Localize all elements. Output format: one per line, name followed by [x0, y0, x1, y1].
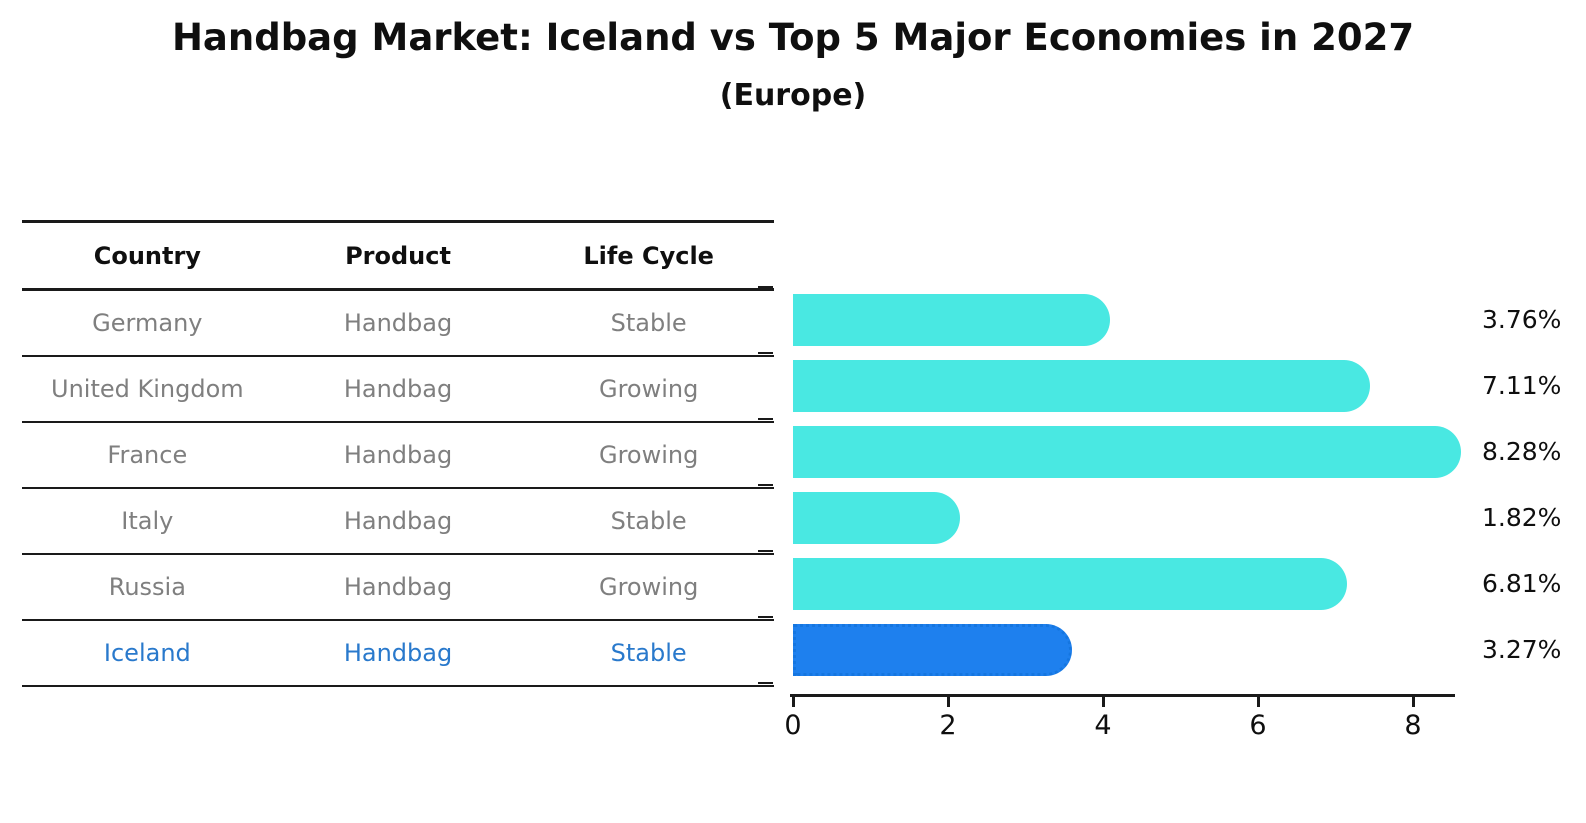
bar-value-label-iceland: 3.27% [1482, 635, 1562, 664]
table-cell-1: Handbag [343, 573, 453, 601]
table-cell-1: Handbag [343, 309, 453, 337]
table-cell-2: Stable [610, 639, 687, 667]
chart-subtitle: (Europe) [719, 78, 867, 113]
x-tick-label-8: 8 [1404, 710, 1422, 741]
table-row-germany: Germany Handbag Stable [22, 291, 774, 357]
table-cell-2: Stable [610, 309, 687, 337]
column-header-0: Country [93, 241, 201, 270]
table-row-united-kingdom: United Kingdom Handbag Growing [22, 357, 774, 423]
table-cell-0: France [107, 441, 188, 469]
bar-germany [793, 294, 1111, 346]
table-cell-2: Growing [598, 375, 699, 403]
table-header-row: Country Product Life Cycle [22, 223, 774, 291]
table-cell-1: Handbag [343, 441, 453, 469]
y-axis-tick [758, 286, 773, 288]
bar-value-label-france: 8.28% [1482, 437, 1562, 466]
y-axis-tick [758, 352, 773, 354]
table-cell-1: Handbag [343, 507, 453, 535]
x-tick-label-2: 2 [939, 710, 957, 741]
bar-value-label-italy: 1.82% [1482, 503, 1562, 532]
table-cell-0: Italy [121, 507, 174, 535]
table-cell-1: Handbag [343, 375, 453, 403]
bar-value-label-united-kingdom: 7.11% [1482, 371, 1562, 400]
table-cell-2: Stable [610, 507, 687, 535]
table-row-italy: Italy Handbag Stable [22, 489, 774, 555]
table-cell-0: Iceland [103, 639, 191, 667]
x-tick-label-6: 6 [1249, 710, 1267, 741]
bar-russia [793, 558, 1347, 610]
table-cell-0: Russia [108, 573, 186, 601]
bar-france [793, 426, 1461, 478]
x-axis [790, 694, 1455, 697]
table-cell-0: Germany [92, 309, 203, 337]
table-cell-1: Handbag [343, 639, 453, 667]
x-axis-tick [1256, 697, 1260, 707]
x-axis-tick [1411, 697, 1415, 707]
column-header-1: Product [345, 241, 451, 270]
table-cell-2: Growing [598, 441, 699, 469]
x-axis-tick [1101, 697, 1105, 707]
x-tick-label-4: 4 [1094, 710, 1112, 741]
table-row-iceland: Iceland Handbag Stable [22, 621, 774, 687]
country-table: Country Product Life Cycle Germany Handbag St… [22, 220, 774, 687]
column-header-2: Life Cycle [583, 241, 714, 270]
x-tick-label-0: 0 [784, 710, 802, 741]
y-axis-tick [758, 418, 773, 420]
y-axis-tick [758, 682, 773, 684]
table-row-russia: Russia Handbag Growing [22, 555, 774, 621]
bar-italy [793, 492, 961, 544]
chart-title: Handbag Market: Iceland vs Top 5 Major E… [171, 16, 1415, 59]
table-cell-0: United Kingdom [51, 375, 244, 403]
x-axis-tick [946, 697, 950, 707]
y-axis-tick [758, 550, 773, 552]
bar-iceland [793, 624, 1073, 676]
table-cell-2: Growing [598, 573, 699, 601]
y-axis-tick [758, 484, 773, 486]
bar-value-label-germany: 3.76% [1482, 305, 1562, 334]
x-axis-tick [791, 697, 795, 707]
bar-value-label-russia: 6.81% [1482, 569, 1562, 598]
table-row-france: France Handbag Growing [22, 423, 774, 489]
bar-united-kingdom [793, 360, 1371, 412]
y-axis-tick [758, 616, 773, 618]
